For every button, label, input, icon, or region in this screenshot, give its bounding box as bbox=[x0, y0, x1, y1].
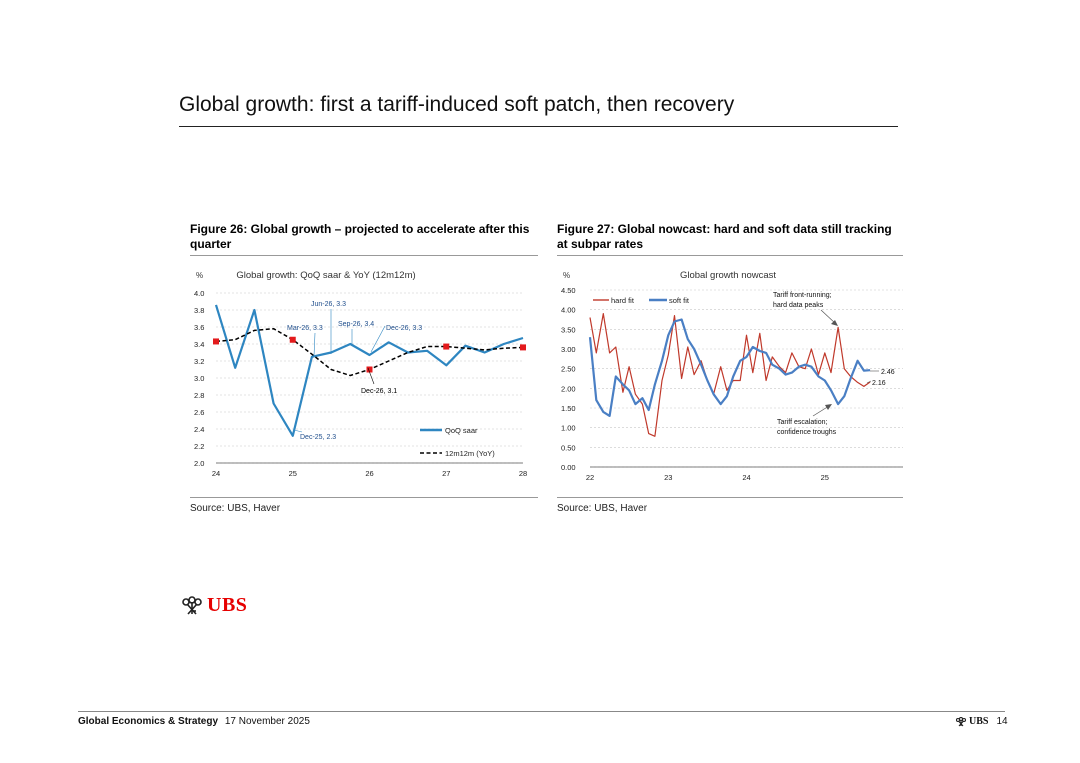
annotation-arrowhead bbox=[825, 404, 832, 410]
red-marker bbox=[366, 366, 373, 373]
annotation-leader bbox=[293, 429, 303, 433]
red-marker bbox=[289, 336, 296, 343]
x-tick-label: 25 bbox=[289, 469, 297, 478]
y-tick-label: 3.00 bbox=[561, 345, 576, 354]
page-title: Global growth: first a tariff-induced so… bbox=[179, 93, 735, 116]
y-tick-label: 4.00 bbox=[561, 306, 576, 315]
figure-26-bottom-rule bbox=[190, 497, 538, 498]
annotation-leader bbox=[367, 367, 375, 385]
annotation-arrow bbox=[812, 405, 830, 417]
chart-title: Global growth: QoQ saar & YoY (12m12m) bbox=[236, 270, 415, 281]
y-tick-label: 0.50 bbox=[561, 443, 576, 452]
title-divider bbox=[179, 126, 898, 128]
series-line-hard-fit bbox=[589, 312, 871, 437]
legend-label-qoq: QoQ saar bbox=[445, 426, 478, 435]
figure-26-top-rule bbox=[190, 255, 538, 256]
annotation-label: Dec-26, 3.1 bbox=[361, 388, 397, 395]
y-tick-label: 0.00 bbox=[561, 463, 576, 472]
x-tick-label: 28 bbox=[519, 469, 527, 478]
x-tick-label: 24 bbox=[212, 469, 220, 478]
legend-label-hard: hard fit bbox=[611, 296, 635, 305]
end-value-label: 2.46 bbox=[881, 369, 895, 376]
y-tick-label: 2.6 bbox=[194, 408, 204, 417]
y-tick-label: 3.50 bbox=[561, 325, 576, 334]
y-axis-unit: % bbox=[563, 271, 570, 280]
y-tick-label: 4.0 bbox=[194, 289, 204, 298]
annotation-label: Dec-25, 2.3 bbox=[300, 434, 336, 441]
annotation-label-line1: Tariff front-running; bbox=[773, 292, 832, 299]
y-tick-label: 2.4 bbox=[194, 425, 204, 434]
footer-date: 17 November 2025 bbox=[224, 716, 310, 727]
footer-left: Global Economics & Strategy 17 November … bbox=[78, 716, 310, 727]
y-tick-label: 3.4 bbox=[194, 340, 204, 349]
footer-section: Global Economics & Strategy bbox=[78, 716, 219, 727]
annotation-label-line1: Tariff escalation; bbox=[777, 419, 828, 426]
chart-title: Global growth nowcast bbox=[680, 270, 776, 281]
end-value-leader bbox=[866, 380, 872, 384]
annotation-arrowhead bbox=[831, 320, 838, 326]
x-tick-label: 27 bbox=[442, 469, 450, 478]
annotation-label-line2: confidence troughs bbox=[777, 429, 837, 436]
y-tick-label: 2.00 bbox=[561, 384, 576, 393]
y-tick-label: 3.6 bbox=[194, 323, 204, 332]
annotation-label: Jun-26, 3.3 bbox=[311, 301, 346, 308]
series-line-qoq-saar bbox=[214, 304, 524, 437]
footer-right: UBS 14 bbox=[955, 716, 1008, 727]
annotation-label-line2: hard data peaks bbox=[773, 302, 824, 309]
y-tick-label: 2.8 bbox=[194, 391, 204, 400]
figure-27-chart: Global growth nowcast% 0.00 0.50 1.00 1.50 2.… bbox=[561, 270, 903, 482]
figure-27-source: Source: UBS, Haver bbox=[557, 503, 648, 514]
y-tick-label: 2.2 bbox=[194, 442, 204, 451]
logo-wordmark: UBS bbox=[207, 594, 248, 616]
x-tick-label: 24 bbox=[742, 473, 750, 482]
annotation-label: Dec-26, 3.3 bbox=[386, 325, 422, 332]
footer-keys-icon bbox=[955, 716, 967, 726]
red-marker bbox=[520, 344, 526, 351]
y-tick-label: 3.0 bbox=[194, 374, 204, 383]
end-value-label: 2.16 bbox=[872, 380, 886, 387]
legend-label-soft: soft fit bbox=[669, 296, 690, 305]
figure-26-chart: Global growth: QoQ saar & YoY (12m12m)% 2… bbox=[194, 270, 527, 478]
y-tick-label: 2.0 bbox=[194, 459, 204, 468]
y-tick-label: 3.2 bbox=[194, 357, 204, 366]
figure-27-top-rule bbox=[557, 255, 903, 256]
y-tick-label: 1.50 bbox=[561, 404, 576, 413]
x-tick-label: 26 bbox=[365, 469, 373, 478]
annotation-label: Mar-26, 3.3 bbox=[287, 325, 323, 332]
x-tick-label: 23 bbox=[664, 473, 672, 482]
figure-27-title: Figure 27: Global nowcast: hard and soft… bbox=[557, 222, 892, 251]
annotation-label: Sep-26, 3.4 bbox=[338, 321, 374, 328]
figure-27-bottom-rule bbox=[557, 497, 903, 498]
y-tick-label: 3.8 bbox=[194, 306, 204, 315]
red-marker bbox=[213, 338, 219, 345]
legend-label-yoy: 12m12m (YoY) bbox=[445, 449, 495, 458]
y-tick-label: 1.00 bbox=[561, 424, 576, 433]
y-axis-unit: % bbox=[196, 271, 203, 280]
footer-brand: UBS bbox=[969, 716, 989, 727]
y-tick-label: 2.50 bbox=[561, 365, 576, 374]
annotation-leader bbox=[313, 332, 316, 357]
series-line-soft-fit bbox=[588, 318, 871, 417]
x-tick-label: 22 bbox=[586, 473, 594, 482]
figure-26-title: Figure 26: Global growth – projected to … bbox=[190, 222, 530, 251]
annotation-leader bbox=[370, 325, 386, 353]
keys-icon bbox=[182, 595, 202, 615]
figure-26-source: Source: UBS, Haver bbox=[190, 503, 281, 514]
ubs-logo: UBS bbox=[180, 594, 247, 617]
x-tick-label: 25 bbox=[821, 473, 829, 482]
footer-divider bbox=[78, 711, 1005, 712]
red-marker bbox=[443, 343, 450, 350]
footer-page-number: 14 bbox=[996, 716, 1008, 727]
y-tick-label: 4.50 bbox=[561, 286, 576, 295]
